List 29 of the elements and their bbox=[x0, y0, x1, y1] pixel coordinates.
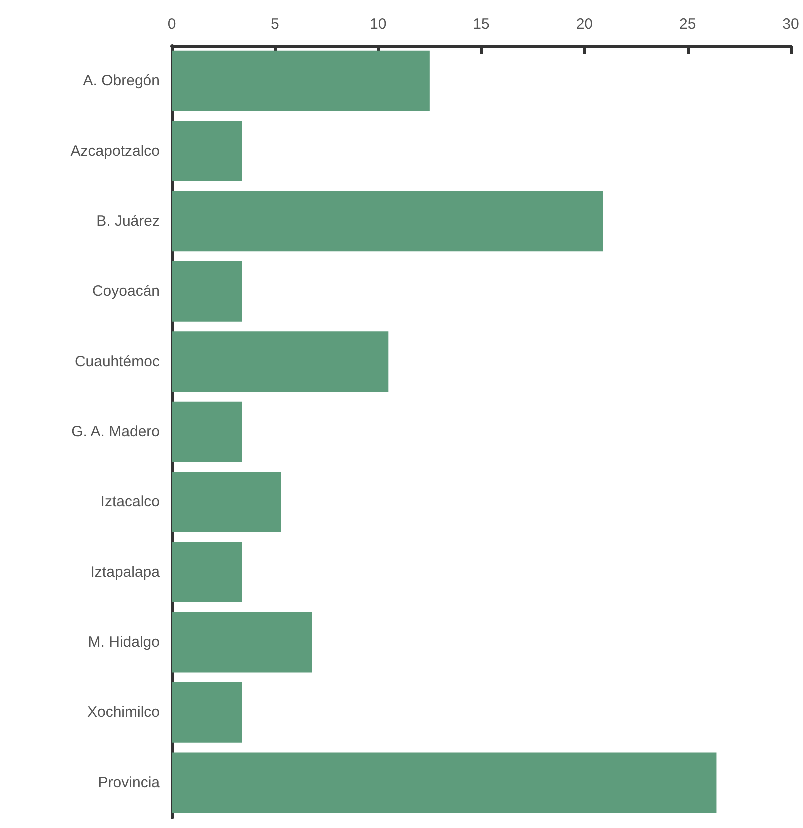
x-tick-label: 30 bbox=[782, 16, 800, 33]
x-tick-label: 0 bbox=[168, 16, 176, 33]
bar bbox=[172, 261, 242, 322]
x-tick-label: 20 bbox=[576, 16, 594, 33]
bar bbox=[172, 402, 242, 462]
x-tick-label: 5 bbox=[270, 16, 280, 33]
bar bbox=[172, 50, 430, 112]
y-tick-label: B. Juárez bbox=[96, 212, 160, 230]
y-tick-label: G. A. Madero bbox=[72, 424, 160, 440]
y-tick-label: Xochimilco bbox=[87, 704, 160, 722]
bar bbox=[172, 542, 242, 603]
y-tick-label: A. Obregón bbox=[83, 72, 160, 90]
bar bbox=[172, 752, 717, 814]
bar bbox=[172, 682, 242, 743]
bar bbox=[172, 332, 389, 392]
y-tick-label: M. Hidalgo bbox=[88, 634, 160, 652]
y-tick-label: Azcapotzalco bbox=[70, 142, 160, 160]
y-tick-label: Coyoacán bbox=[92, 283, 160, 300]
y-tick-label: Iztacalco bbox=[100, 494, 160, 511]
y-tick-label: Provincia bbox=[98, 774, 161, 792]
x-tick-label: 15 bbox=[473, 16, 490, 33]
x-tick-label: 10 bbox=[370, 16, 387, 33]
bar bbox=[172, 472, 282, 532]
y-tick-label: Iztapalapa bbox=[90, 564, 161, 581]
x-tick-label: 25 bbox=[679, 16, 696, 33]
bar bbox=[172, 191, 604, 252]
bar bbox=[172, 121, 242, 182]
bar bbox=[172, 612, 312, 673]
y-tick-label: Cuauhtémoc bbox=[74, 353, 160, 370]
